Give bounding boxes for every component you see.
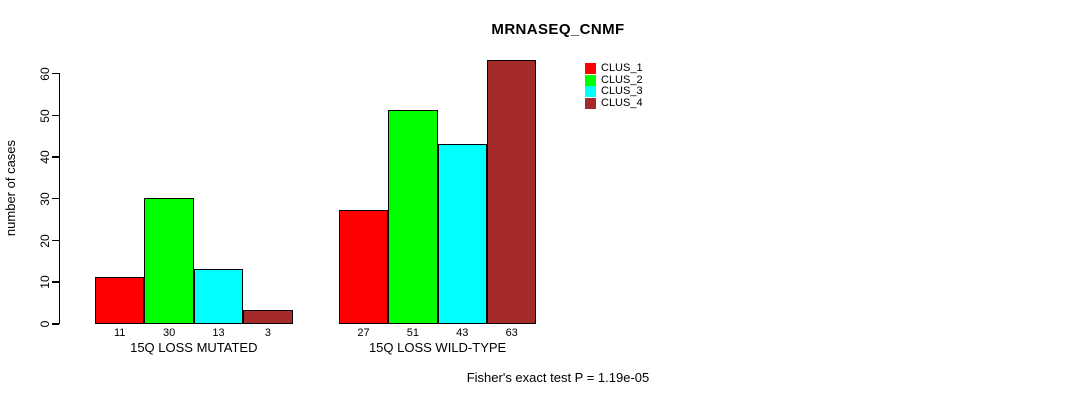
bar-value-label: 13	[212, 327, 225, 339]
legend-item-CLUS_2: CLUS_2	[585, 73, 643, 87]
y-axis-tick-label: 20	[37, 233, 52, 248]
bar-value-label: 30	[162, 327, 176, 339]
bar-value-label: 11	[113, 327, 126, 339]
bar-value-label: 43	[456, 327, 469, 339]
bar-CLUS_1-group2	[338, 210, 389, 325]
legend-swatch-CLUS_4	[585, 98, 596, 110]
y-axis-tick-label: 10	[37, 275, 52, 289]
bar-CLUS_4-group2	[487, 60, 537, 325]
y-axis-tick	[51, 197, 59, 200]
legend-item-CLUS_4: CLUS_4	[585, 98, 643, 110]
bar-value-label: 51	[406, 327, 419, 339]
y-axis-tick	[51, 156, 59, 158]
legend-swatch-CLUS_3	[585, 86, 596, 98]
legend-label: CLUS_4	[601, 97, 643, 110]
y-axis-label: number of cases	[3, 139, 18, 237]
chart-title: MRNASEQ_CNMF	[491, 21, 625, 38]
bar-CLUS_3-group1	[193, 268, 244, 325]
y-axis-tick-label: 60	[37, 67, 52, 81]
bar-CLUS_1-group1	[95, 277, 145, 325]
y-axis-tick	[51, 72, 59, 75]
bar-value-label: 63	[505, 327, 518, 339]
legend-item-CLUS_3: CLUS_3	[585, 86, 643, 98]
y-axis-tick	[51, 281, 59, 283]
bar-value-label: 27	[357, 327, 370, 339]
y-axis-tick-label: 40	[37, 150, 52, 164]
y-axis-tick-label: 30	[37, 192, 52, 206]
legend-label: CLUS_2	[601, 73, 643, 86]
legend-swatch-CLUS_1	[585, 63, 596, 75]
x-axis-group-label: 15Q LOSS WILD-TYPE	[368, 340, 507, 355]
legend-label: CLUS_3	[601, 85, 643, 98]
bar-value-label: 3	[264, 327, 271, 339]
y-axis-tick	[51, 323, 59, 325]
x-axis-group-label: 15Q LOSS MUTATED	[130, 340, 258, 355]
y-axis-line	[58, 72, 60, 325]
fisher-test-annotation: Fisher's exact test P = 1.19e-05	[466, 370, 650, 385]
bar-CLUS_3-group2	[437, 143, 487, 325]
bar-CLUS_2-group2	[388, 110, 438, 325]
legend-swatch-CLUS_2	[585, 74, 596, 86]
y-axis-tick	[51, 114, 59, 116]
y-axis-tick	[51, 239, 59, 242]
bar-CLUS_2-group1	[144, 197, 194, 325]
bar-CLUS_4-group1	[243, 310, 293, 325]
y-axis-tick-label: 50	[37, 108, 52, 123]
legend: CLUS_1 CLUS_2 CLUS_3 CLUS_4	[585, 63, 643, 110]
legend-item-CLUS_1: CLUS_1	[585, 63, 643, 75]
y-axis-tick-label: 0	[37, 320, 52, 328]
legend-label: CLUS_1	[601, 62, 643, 75]
